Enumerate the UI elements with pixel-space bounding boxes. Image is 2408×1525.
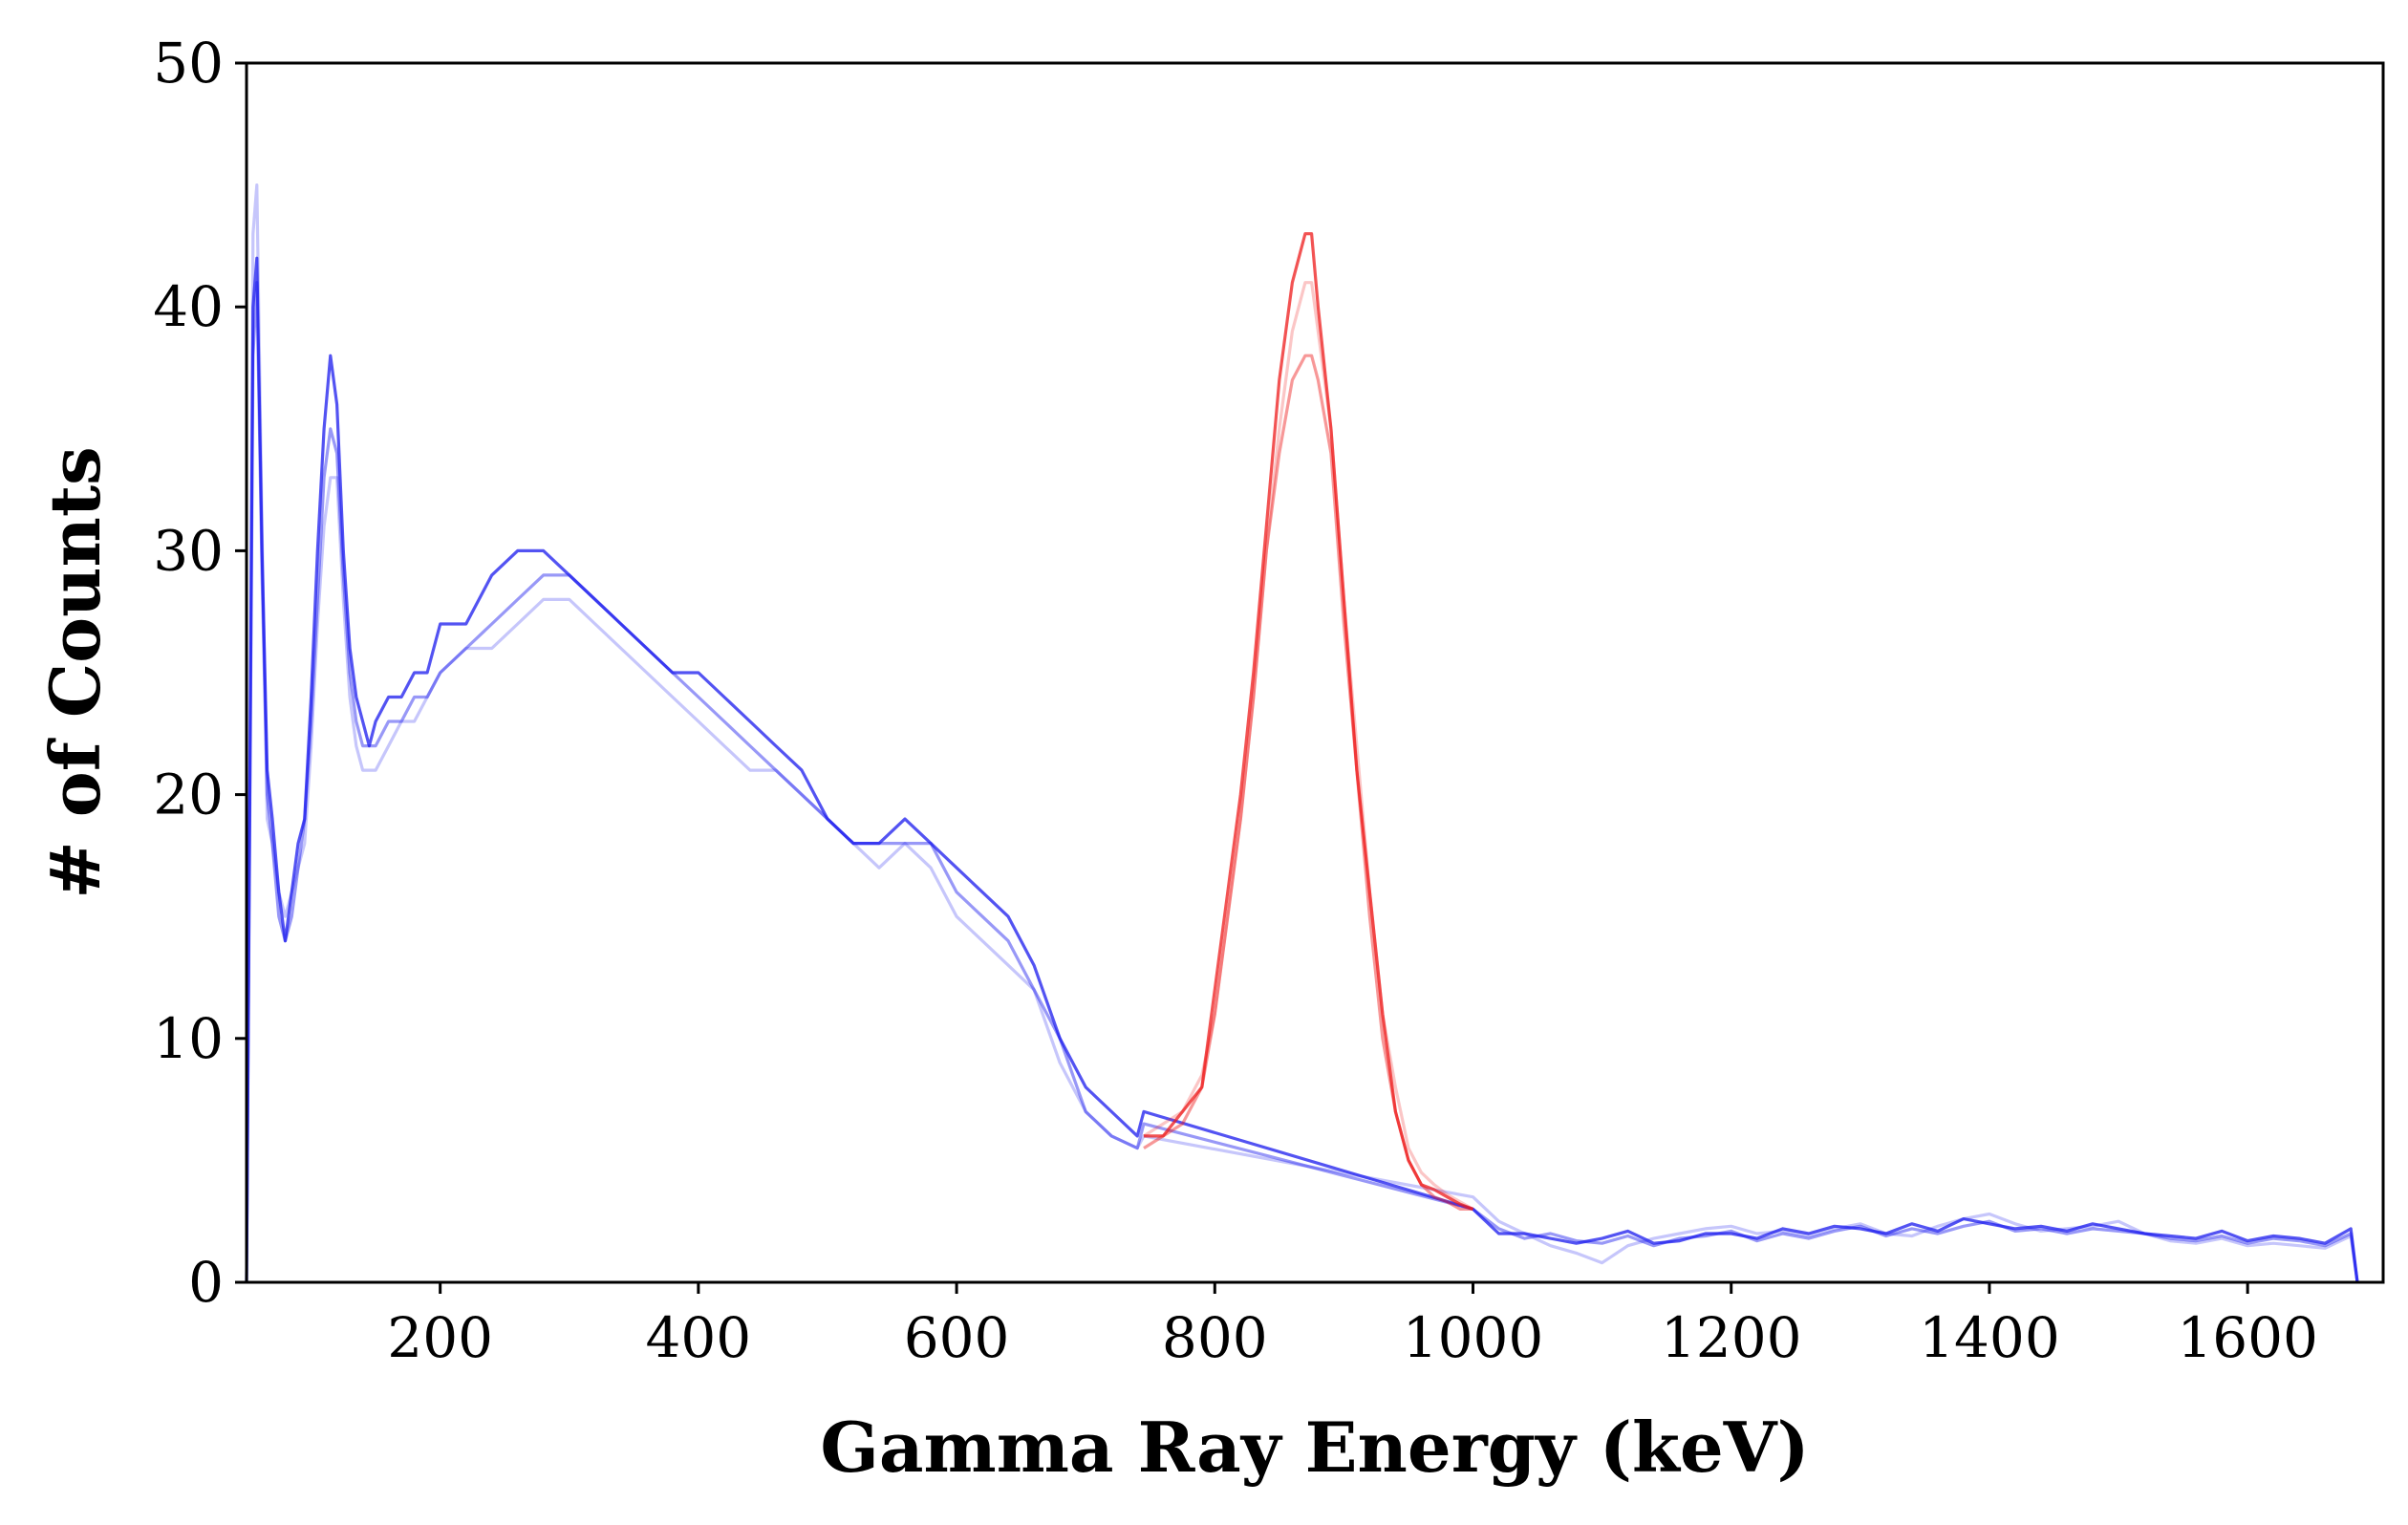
series-layer xyxy=(245,183,2359,1283)
x-tick-label: 200 xyxy=(387,1305,493,1370)
x-axis-title: Gamma Ray Energy (keV) xyxy=(820,1407,1809,1488)
series-line-photopeak-light xyxy=(1143,281,1474,1211)
series-line-spectrum-dark xyxy=(245,256,2359,1283)
x-tick-label: 1000 xyxy=(1403,1305,1544,1370)
series-line-photopeak-mid xyxy=(1143,354,1473,1212)
y-tick-label: 20 xyxy=(153,762,224,827)
x-tick-label: 800 xyxy=(1162,1305,1268,1370)
y-axis-title: # of Counts xyxy=(34,446,116,898)
series-line-spectrum-mid xyxy=(245,281,2359,1283)
x-tick-label: 1600 xyxy=(2177,1305,2318,1370)
y-tick-label: 50 xyxy=(153,31,224,96)
series-line-spectrum-light xyxy=(245,183,2359,1283)
x-tick-label: 400 xyxy=(646,1305,752,1370)
x-tick-label: 1200 xyxy=(1661,1305,1802,1370)
y-tick-label: 0 xyxy=(188,1250,224,1315)
y-tick-label: 40 xyxy=(153,274,224,339)
plot-frame xyxy=(245,61,2385,1284)
y-axis-ticks: 0 10 20 30 40 50 xyxy=(153,31,247,1315)
y-tick-label: 10 xyxy=(153,1006,224,1071)
x-axis-ticks: 200 400 600 800 1000 1200 1400 1600 xyxy=(387,1282,2318,1370)
y-tick-label: 30 xyxy=(153,518,224,583)
x-tick-label: 1400 xyxy=(1919,1305,2060,1370)
series-line-photopeak-dark xyxy=(1144,232,1474,1211)
x-tick-label: 600 xyxy=(904,1305,1010,1370)
